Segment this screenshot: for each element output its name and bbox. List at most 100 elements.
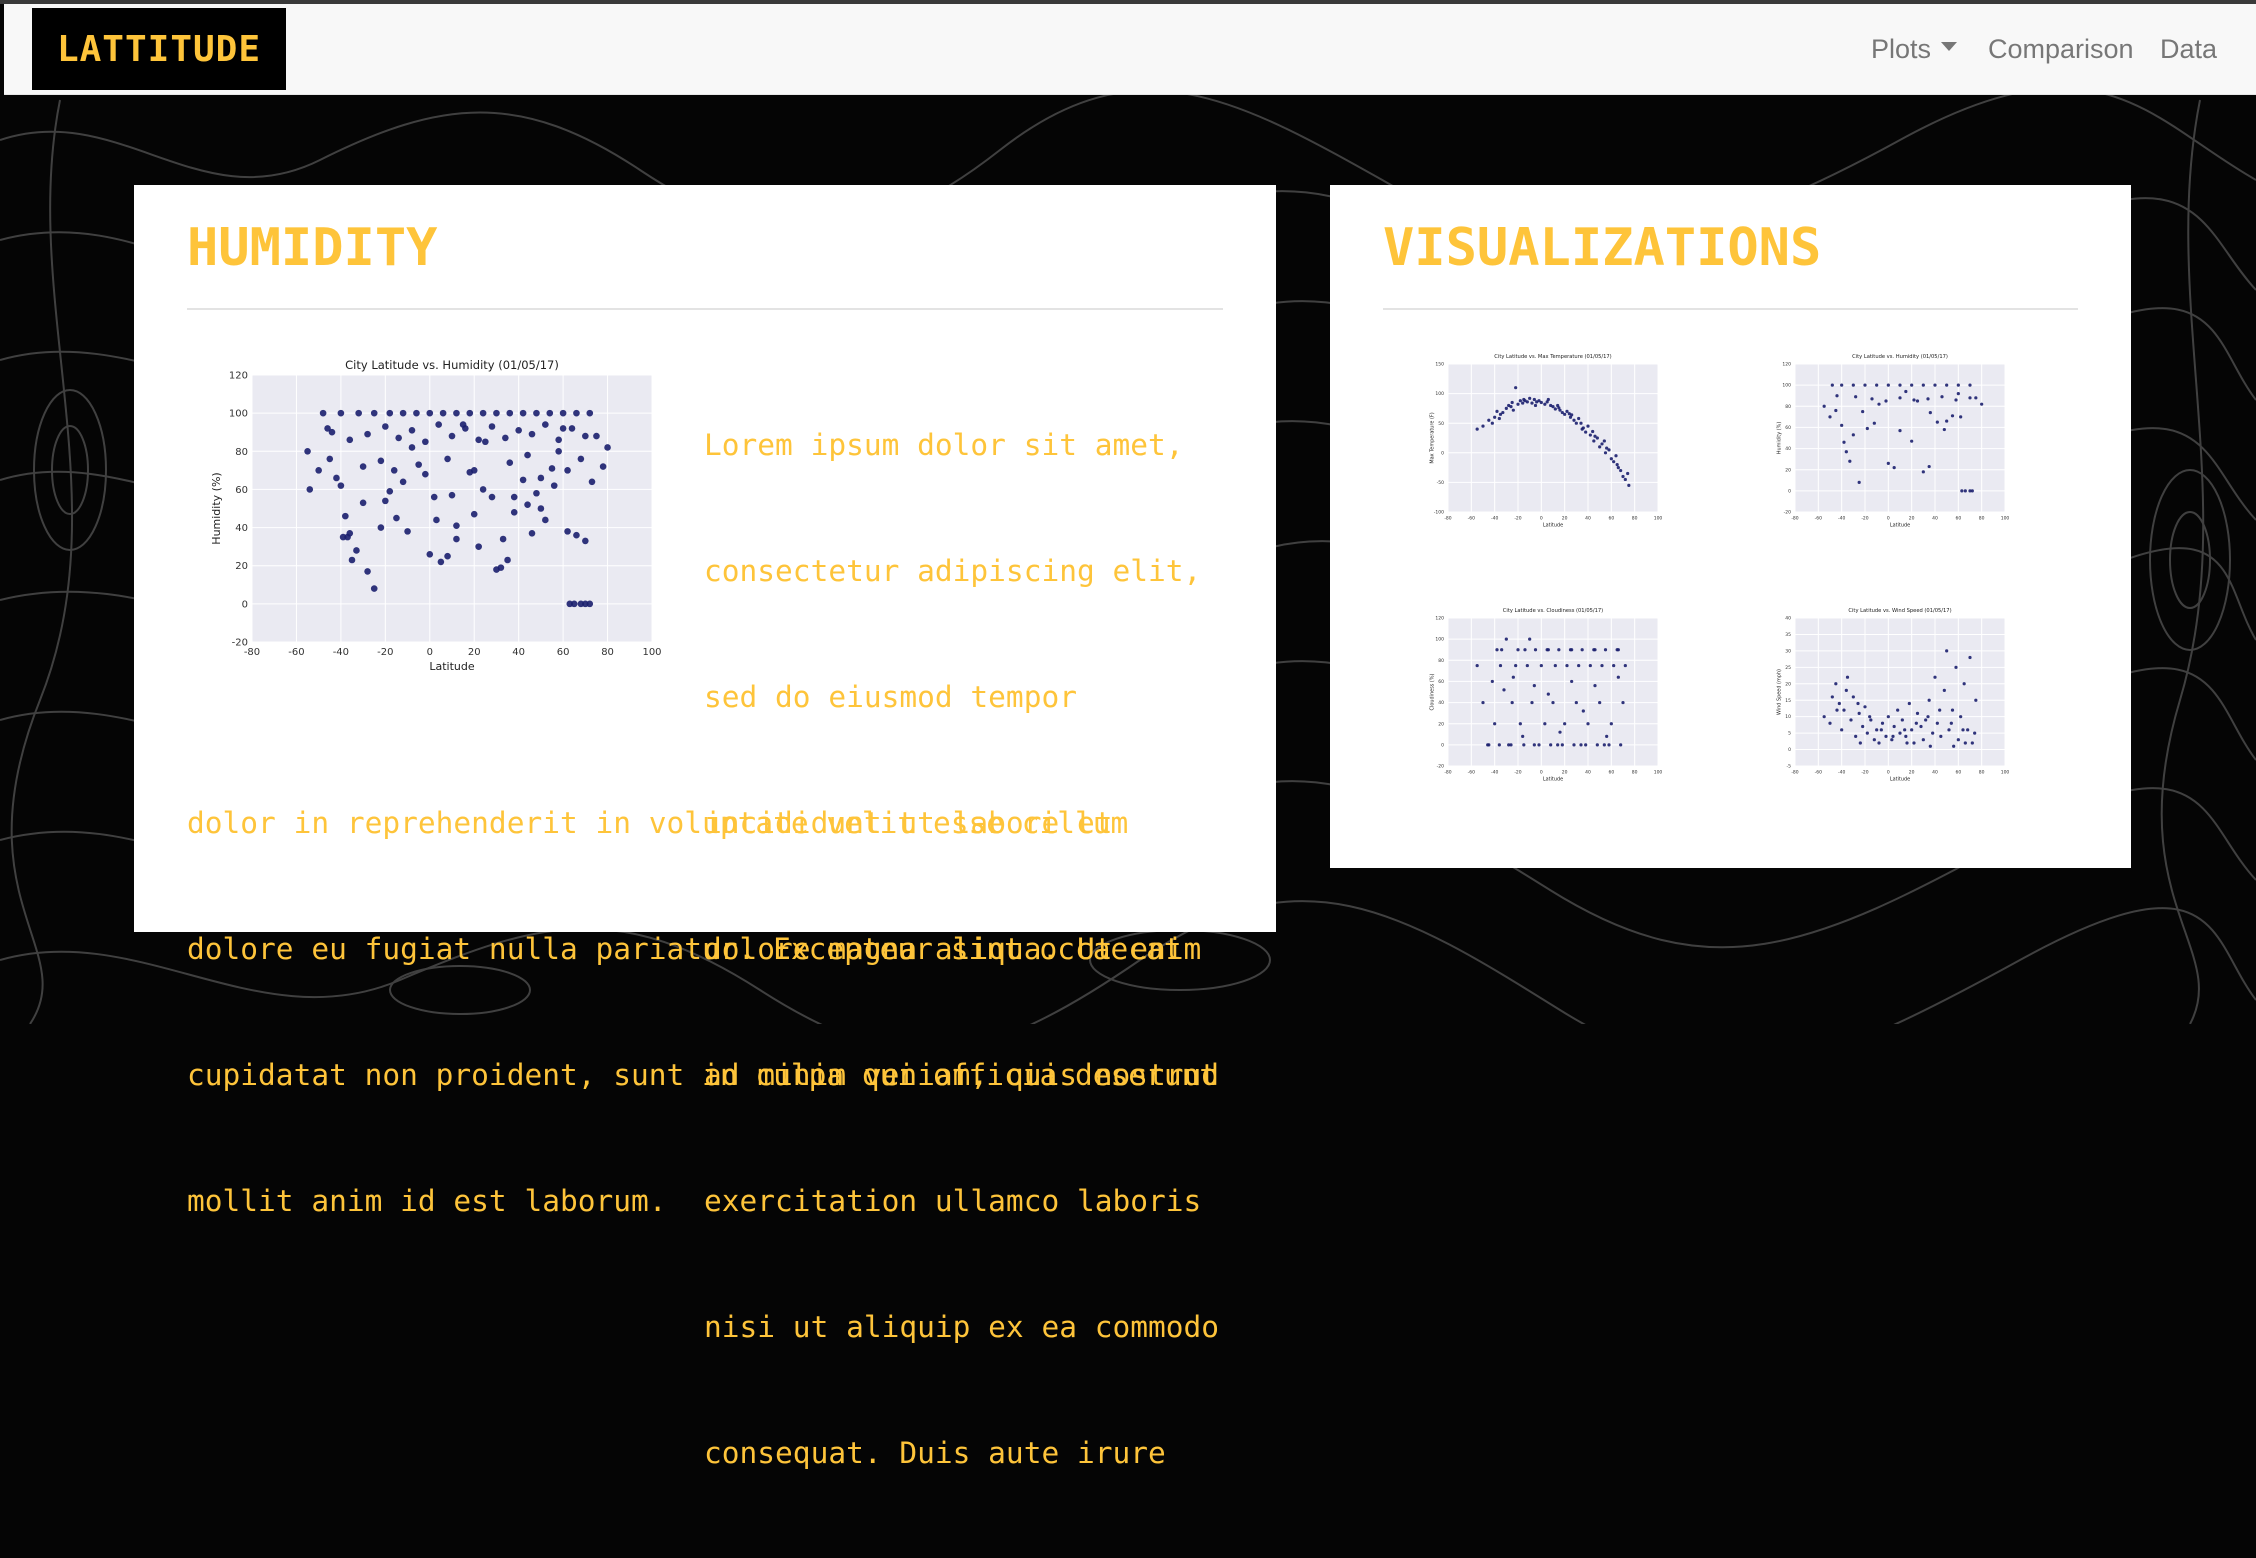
data-point: [504, 556, 511, 564]
data-point: [1563, 412, 1567, 416]
data-point: [1586, 722, 1590, 726]
data-point: [604, 444, 611, 451]
data-point: [1890, 738, 1894, 742]
data-point: [1609, 457, 1613, 461]
data-point: [1514, 663, 1518, 668]
nav-plots-dropdown[interactable]: Plots: [1871, 32, 1958, 66]
data-point: [1891, 734, 1895, 738]
data-point: [1605, 734, 1609, 738]
data-point: [1514, 386, 1518, 390]
data-point: [1877, 402, 1881, 406]
data-point: [1584, 430, 1588, 434]
x-tick-label: 40: [512, 647, 525, 658]
data-point: [408, 444, 416, 451]
data-point: [502, 434, 509, 442]
y-tick-label: 150: [1435, 362, 1444, 368]
paragraph-line: mollit anim id est laborum.: [187, 1184, 667, 1218]
wind-speed-thumbnail-plot[interactable]: -80 -60 -40 -20 0 20 40 60 80 100 -5 0 5 10 15 20 25 30 35…: [1766, 602, 2016, 784]
y-tick-label: 40: [1438, 700, 1444, 706]
data-point: [1869, 718, 1873, 722]
data-point: [1535, 400, 1539, 404]
data-point: [1532, 743, 1536, 747]
data-point: [1875, 728, 1879, 732]
y-tick-label: 80: [1438, 658, 1444, 664]
data-point: [453, 535, 460, 543]
data-point: [1539, 663, 1543, 668]
x-axis-label: Latitude: [1543, 776, 1563, 782]
data-point: [1580, 648, 1584, 652]
data-point: [1558, 730, 1562, 734]
y-axis-label: Max Temperature (F): [1430, 412, 1436, 463]
data-point: [1842, 440, 1846, 444]
data-point: [1523, 648, 1527, 652]
data-point: [1537, 743, 1541, 747]
data-point: [1840, 423, 1844, 427]
x-axis-label: Latitude: [1890, 522, 1910, 528]
y-tick-label: 25: [1785, 665, 1791, 671]
data-point: [570, 600, 578, 608]
data-point: [1884, 734, 1888, 738]
data-point: [426, 409, 434, 417]
data-point: [475, 436, 482, 444]
data-point: [1570, 648, 1574, 652]
humidity-divider: [187, 308, 1223, 310]
data-point: [1950, 414, 1955, 418]
data-point: [399, 409, 407, 417]
brand-logo[interactable]: LATTITUDE: [32, 8, 286, 90]
nav-data-link[interactable]: Data: [2160, 34, 2218, 64]
data-point: [1593, 684, 1597, 688]
data-point: [564, 528, 571, 535]
data-point: [1940, 395, 1944, 399]
data-point: [1942, 688, 1946, 692]
humidity-thumbnail-plot[interactable]: -80 -60 -40 -20 0 20 40 60 80 100 -20 0 20 40 60 80 100 1…: [1766, 348, 2016, 530]
cloudiness-thumbnail-plot[interactable]: -80 -60 -40 -20 0 20 40 60 80 100 -20 0 20 40 60 80 100 1…: [1419, 602, 1669, 784]
x-tick-label: -60: [1815, 770, 1822, 776]
data-point: [1945, 383, 1949, 387]
x-tick-label: -80: [1791, 516, 1798, 522]
x-tick-label: 20: [1562, 770, 1568, 776]
data-point: [1921, 470, 1925, 474]
data-point: [1963, 741, 1967, 745]
y-tick-label: 100: [229, 409, 248, 420]
data-point: [528, 529, 536, 537]
data-point: [1950, 708, 1955, 712]
y-tick-label: 40: [235, 523, 248, 534]
chart-title: City Latitude vs. Cloudiness (01/05/17): [1503, 608, 1603, 614]
data-point: [1553, 407, 1557, 411]
x-tick-label: 100: [2001, 516, 2010, 522]
data-point: [430, 493, 438, 501]
data-point: [1921, 738, 1925, 742]
x-tick-label: 80: [1979, 770, 1985, 776]
data-point: [1504, 406, 1508, 410]
data-point: [1828, 721, 1832, 725]
y-tick-label: -5: [1787, 764, 1792, 770]
x-tick-label: 80: [1979, 516, 1985, 522]
y-tick-label: 20: [235, 561, 248, 572]
data-point: [1956, 392, 1960, 396]
data-point: [1968, 655, 1972, 660]
data-point: [1861, 724, 1865, 729]
data-point: [1980, 402, 1984, 406]
data-point: [1563, 722, 1567, 726]
temperature-thumbnail-plot[interactable]: -80 -60 -40 -20 0 20 40 60 80 100 -100 -50 0 50 100 150…: [1419, 348, 1669, 530]
data-point: [1828, 415, 1832, 419]
data-point: [1558, 408, 1562, 412]
data-point: [1884, 399, 1888, 403]
data-point: [1521, 401, 1525, 405]
x-tick-label: -20: [377, 647, 393, 658]
data-point: [1490, 421, 1494, 425]
data-point: [537, 474, 545, 482]
data-point: [1581, 426, 1585, 430]
x-tick-label: -40: [1491, 770, 1498, 776]
data-point: [519, 476, 527, 484]
nav-comparison-link[interactable]: Comparison: [1988, 34, 2134, 64]
data-point: [370, 585, 378, 592]
data-point: [1947, 728, 1951, 732]
data-point: [1935, 420, 1939, 424]
data-point: [326, 455, 334, 463]
data-point: [1949, 721, 1953, 725]
data-point: [439, 409, 447, 417]
data-point: [475, 543, 482, 550]
x-tick-label: -40: [1491, 516, 1498, 522]
y-tick-label: 0: [1788, 488, 1791, 494]
